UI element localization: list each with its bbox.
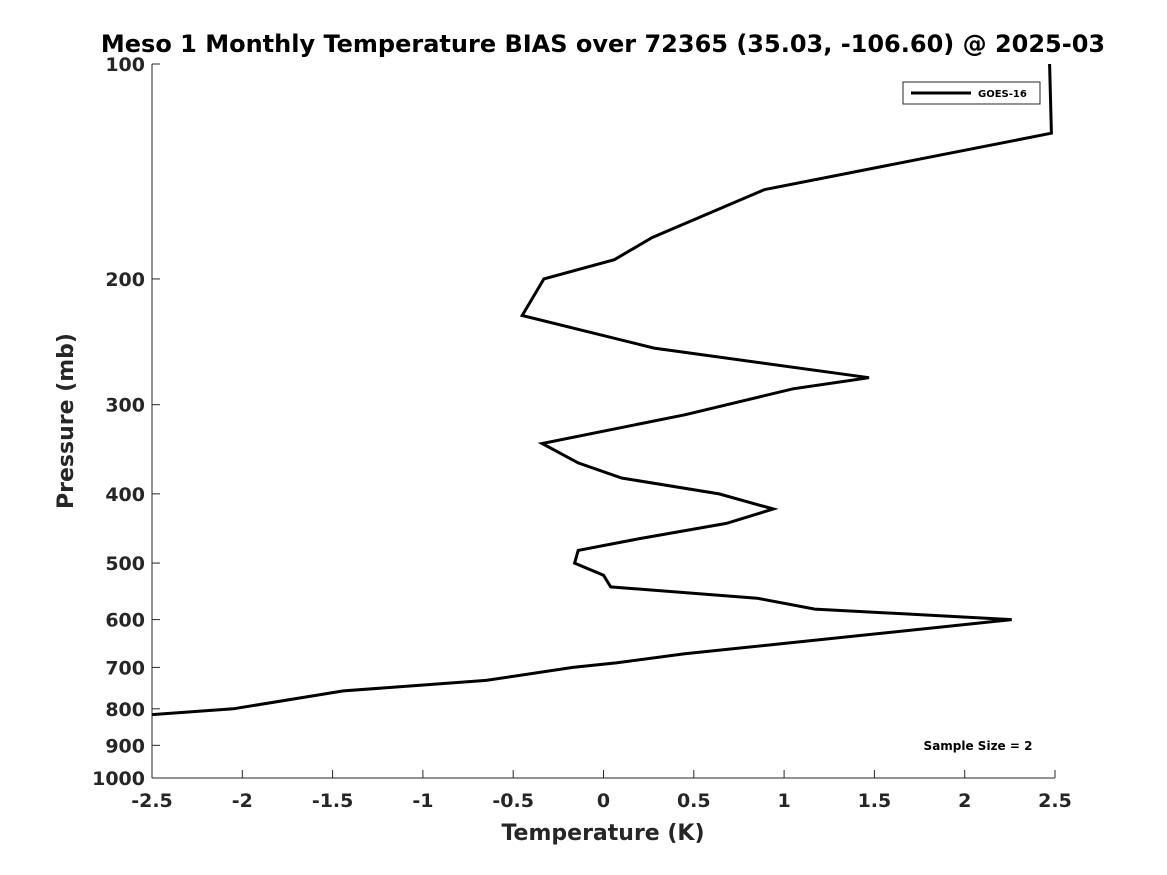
x-tick-label: 1: [777, 790, 790, 812]
y-tick-label: 100: [105, 54, 145, 76]
x-tick-label: 1.5: [858, 790, 892, 812]
legend-box: [902, 81, 1041, 105]
x-axis-label: Temperature (K): [501, 821, 704, 846]
x-tick-label: -1: [412, 790, 433, 812]
x-tick-label: -0.5: [492, 790, 534, 812]
y-tick-label: 600: [105, 610, 145, 632]
x-tick-label: -2: [232, 790, 253, 812]
series-group: [151, 63, 1053, 717]
x-tick-label: -1.5: [312, 790, 354, 812]
y-tick-label: 1000: [92, 768, 145, 790]
x-tick-label: 0: [597, 790, 610, 812]
y-tick-label: 200: [105, 269, 145, 291]
series-line-goes-16: [151, 63, 1053, 717]
x-tick-label: 2: [958, 790, 971, 812]
y-tick-label: 700: [105, 657, 145, 679]
y-tick-label: 300: [105, 395, 145, 417]
y-tick-label: 400: [105, 484, 145, 506]
legend: GOES-16: [902, 81, 1041, 105]
sample-size-annotation: Sample Size = 2: [924, 739, 1033, 753]
legend-label-goes-16: GOES-16: [978, 89, 1027, 100]
y-tick-label: 500: [105, 553, 145, 575]
y-tick-label: 800: [105, 699, 145, 721]
x-tick-label: 0.5: [677, 790, 711, 812]
x-ticks: -2.5 -2 -1.5 -1 -0.5 0 0.5 1 1.5 2 2.5: [131, 770, 1072, 812]
chart-title: Meso 1 Monthly Temperature BIAS over 723…: [101, 30, 1105, 58]
x-tick-label: 2.5: [1038, 790, 1072, 812]
y-ticks: 100 200 300 400 500 600 700 800 900 1000: [92, 54, 160, 790]
plot-axes: [151, 64, 1055, 779]
y-axis-label: Pressure (mb): [54, 333, 79, 509]
y-tick-label: 900: [105, 735, 145, 757]
x-tick-label: -2.5: [131, 790, 173, 812]
